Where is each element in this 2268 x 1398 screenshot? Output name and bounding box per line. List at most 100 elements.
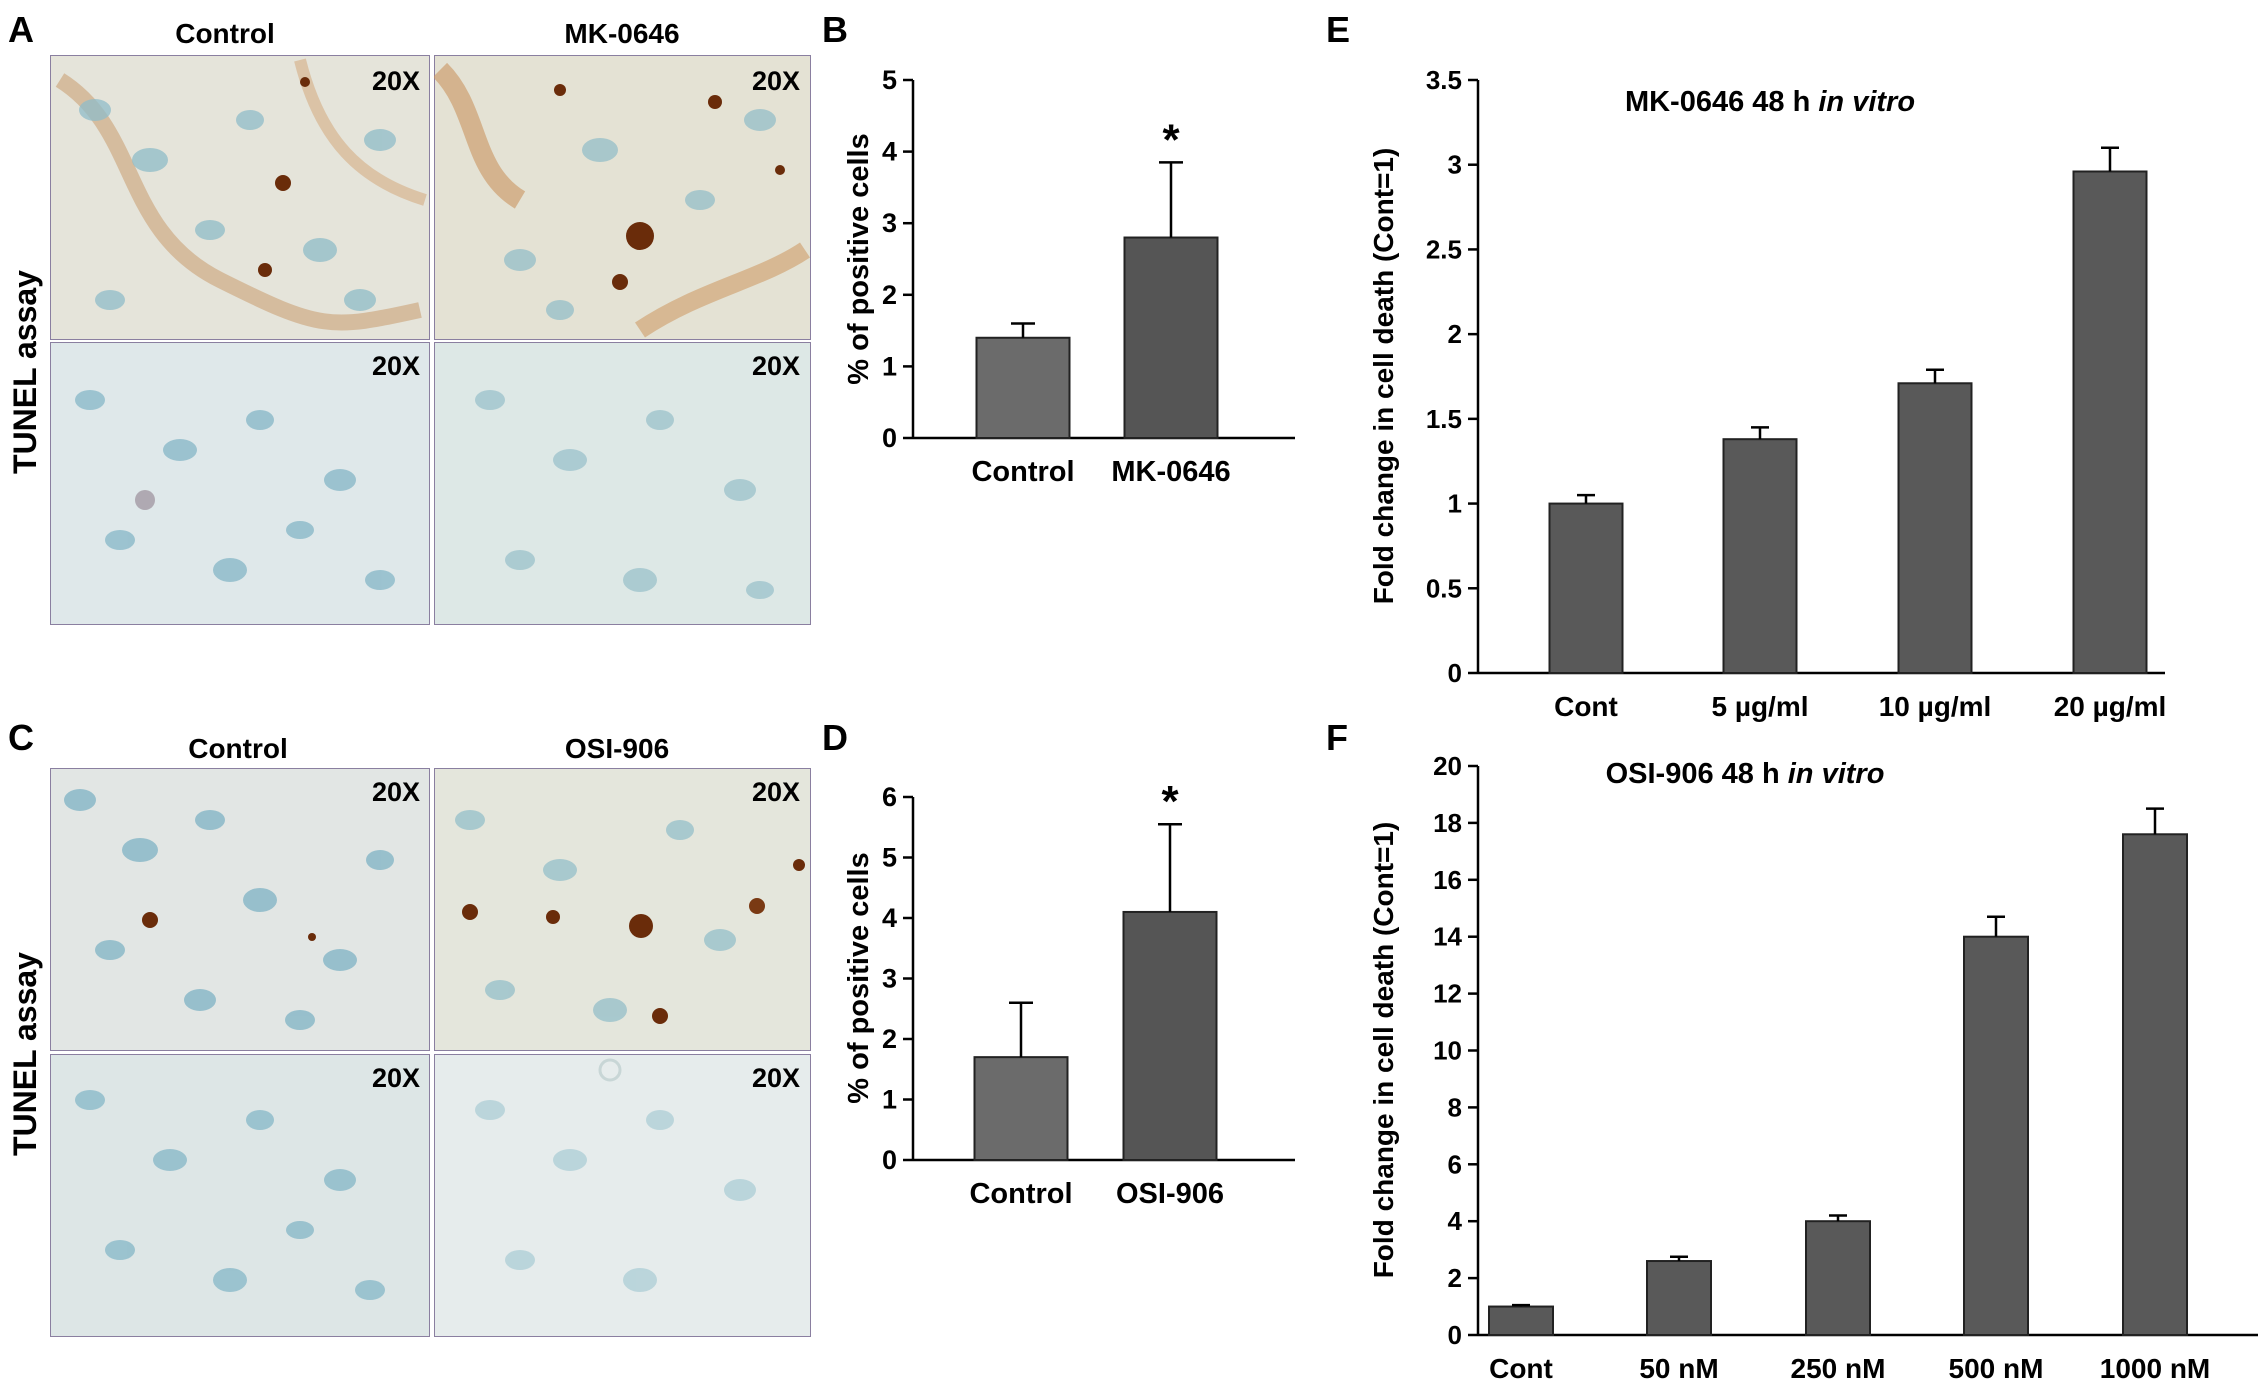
y-tick-label: 20: [1433, 751, 1462, 781]
y-tick-label: 0: [882, 423, 897, 453]
bar: [2122, 833, 2188, 1337]
micrograph-a-control-bottom: [50, 342, 430, 625]
y-tick-label: 1.5: [1426, 404, 1462, 434]
bar: [1897, 382, 1973, 674]
y-tick-label: 5: [882, 65, 897, 95]
y-tick-label: 6: [1448, 1149, 1462, 1179]
micrograph-c-control-bottom: [50, 1054, 430, 1337]
significance-marker: *: [1161, 777, 1179, 826]
chart-title: OSI-906 48 h in vitro: [1606, 758, 1885, 790]
y-tick-label: 1: [1448, 489, 1462, 519]
magnification-label: 20X: [372, 1063, 420, 1093]
category-label: Cont: [1489, 1353, 1553, 1384]
y-tick-label: 10: [1433, 1036, 1462, 1066]
y-tick-label: 4: [1448, 1206, 1463, 1236]
tunel-label-a: TUNEL assay: [7, 270, 43, 474]
magnification-label: 20X: [372, 777, 420, 807]
y-tick-label: 5: [882, 843, 897, 873]
panel-letter-d: D: [822, 717, 848, 758]
chart-e-mk0646-invitro: 0 0.5 1 1.5 2 2.5 3 3.5 Cont 5 µg/ml 10 µg/ml 20 µg…: [1368, 65, 2166, 722]
micrograph-c-osi906-top: [434, 768, 811, 1051]
magnification-label: 20X: [752, 66, 800, 96]
bar: [1123, 236, 1219, 439]
magnification-label: 20X: [752, 351, 800, 381]
y-tick-label: 2: [882, 1024, 897, 1054]
magnification-label: 20X: [752, 777, 800, 807]
y-tick-label: 18: [1433, 808, 1462, 838]
y-axis-label: % of positive cells: [843, 852, 875, 1103]
category-label: 500 nM: [1949, 1353, 2044, 1384]
bar: [1548, 502, 1624, 675]
chart-title: MK-0646 48 h in vitro: [1625, 86, 1915, 118]
bar: [1722, 438, 1798, 674]
y-axis-label: Fold change in cell death (Cont=1): [1368, 148, 1399, 605]
panel-letter-e: E: [1326, 9, 1350, 50]
y-tick-label: 2: [1448, 319, 1462, 349]
magnification-label: 20X: [752, 1063, 800, 1093]
micrograph-c-osi906-bottom: [434, 1054, 811, 1337]
y-tick-label: 0.5: [1426, 573, 1462, 603]
y-tick-label: 0: [882, 1145, 897, 1175]
y-tick-label: 3: [882, 208, 897, 238]
chart-title-main: MK-0646 48 h: [1625, 86, 1818, 118]
category-label: Cont: [1554, 691, 1618, 722]
y-axis-label: Fold change in cell death (Cont=1): [1368, 822, 1399, 1279]
y-tick-label: 6: [882, 782, 897, 812]
y-tick-label: 16: [1433, 865, 1462, 895]
category-label: 250 nM: [1791, 1353, 1886, 1384]
y-tick-label: 2: [1448, 1263, 1462, 1293]
chart-f-osi906-invitro: 0 2 4 6 8 10 12 14 16 18 20 Cont 50 nM 250 nM 500 nM 10…: [1368, 751, 2258, 1384]
category-label: Control: [969, 1178, 1072, 1210]
y-tick-label: 2: [882, 280, 897, 310]
y-tick-label: 1: [882, 351, 897, 381]
category-label: 1000 nM: [2100, 1353, 2211, 1384]
y-tick-label: 1: [882, 1085, 897, 1115]
bar: [1122, 910, 1218, 1162]
category-label: OSI-906: [1116, 1178, 1224, 1210]
category-label: Control: [971, 456, 1074, 488]
significance-marker: *: [1162, 115, 1180, 164]
category-label: 10 µg/ml: [1879, 691, 1992, 722]
micrograph-a-control-top: [50, 55, 430, 340]
chart-title-main: OSI-906 48 h: [1606, 758, 1788, 790]
y-tick-label: 3: [1448, 150, 1462, 180]
chart-d-tunel-osi906: 0 1 2 3 4 5 6 Control * OSI-906 % of positive cell…: [843, 777, 1295, 1210]
magnification-label: 20X: [372, 66, 420, 96]
chart-title-italic: in vitro: [1818, 86, 1915, 118]
micrograph-a-mk0646-top: [434, 55, 811, 340]
micrograph-a-title-control: Control: [175, 18, 275, 49]
bar: [973, 1056, 1069, 1162]
bar: [1488, 1305, 1554, 1337]
y-tick-label: 4: [882, 137, 897, 167]
bar: [1805, 1220, 1871, 1336]
y-tick-label: 0: [1448, 1320, 1462, 1350]
micrograph-c-title-control: Control: [188, 733, 288, 764]
y-tick-label: 3.5: [1426, 65, 1462, 95]
panel-letter-a: A: [8, 9, 34, 50]
panel-letter-b: B: [822, 9, 848, 50]
y-tick-label: 8: [1448, 1092, 1462, 1122]
tunel-label-c: TUNEL assay: [7, 952, 43, 1156]
category-label: MK-0646: [1111, 456, 1230, 488]
bar: [2072, 170, 2148, 674]
category-label: 5 µg/ml: [1711, 691, 1808, 722]
category-label: 50 nM: [1639, 1353, 1718, 1384]
micrograph-c-control-top: [50, 768, 430, 1051]
chart-title-italic: in vitro: [1788, 758, 1885, 790]
y-tick-label: 0: [1448, 658, 1462, 688]
micrograph-tiles: [50, 55, 811, 1337]
micrograph-a-mk0646-bottom: [434, 342, 811, 625]
y-axis-label: % of positive cells: [843, 133, 875, 384]
bar: [1646, 1260, 1712, 1337]
micrograph-a-title-mk0646: MK-0646: [564, 18, 679, 49]
chart-b-tunel-mk0646: 0 1 2 3 4 5 Control * MK-0646 % of positive cells: [843, 65, 1295, 488]
micrograph-c-title-osi906: OSI-906: [565, 733, 669, 764]
y-tick-label: 12: [1433, 979, 1462, 1009]
y-tick-label: 4: [882, 903, 897, 933]
bar: [1963, 935, 2029, 1336]
panel-letter-f: F: [1326, 717, 1348, 758]
magnification-label: 20X: [372, 351, 420, 381]
y-tick-label: 14: [1433, 922, 1462, 952]
y-tick-label: 3: [882, 964, 897, 994]
